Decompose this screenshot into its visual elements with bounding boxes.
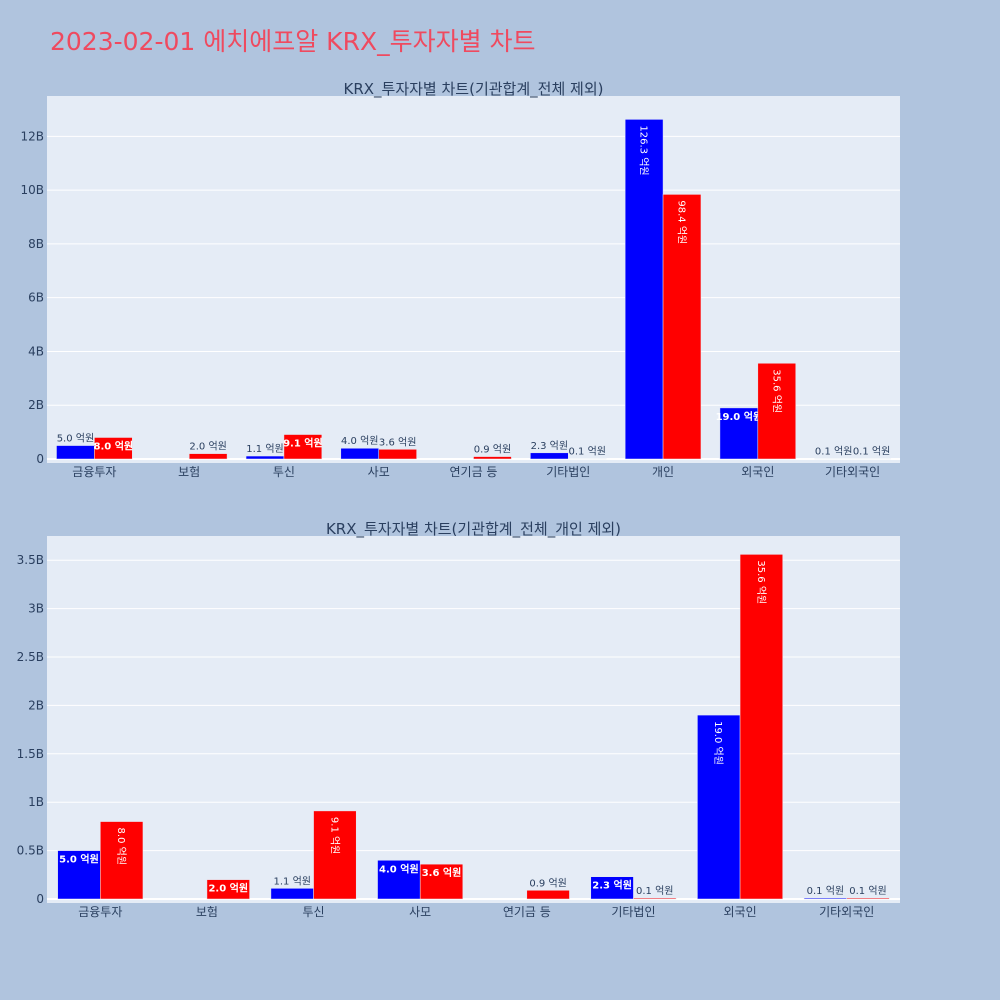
chart-bottom: KRX_투자자별 차트(기관합계_전체_개인 제외) 0 0.5B 1B 1.5B 2B 2…	[17, 520, 900, 919]
y-tick-label: 3.5B	[17, 553, 44, 567]
y-tick-label: 6B	[28, 291, 44, 305]
bar-blue	[624, 119, 664, 460]
bar-value-label: 0.9 억원	[474, 444, 511, 456]
x-tick-label: 개인	[652, 465, 674, 479]
y-tick-label: 2.5B	[17, 650, 44, 664]
bar-red	[419, 863, 464, 900]
bar-blue	[803, 897, 847, 900]
chart-title: KRX_투자자별 차트(기관합계_전체_개인 제외)	[326, 520, 621, 539]
bar-red	[378, 449, 417, 460]
y-tick-label: 0	[36, 452, 44, 466]
bar-red	[313, 810, 357, 900]
bar-value-label: 19.0 억원	[716, 410, 763, 423]
bar-value-label: 2.0 억원	[208, 882, 248, 895]
bar-value-label: 1.1 억원	[246, 443, 283, 455]
x-tick-label: 기타외국인	[825, 465, 880, 479]
bar-value-label: 35.6 억원	[755, 560, 767, 604]
bar-value-label: 0.1 억원	[815, 446, 852, 458]
x-tick-label: 사모	[409, 905, 431, 919]
bar-red	[100, 821, 144, 900]
bar-red	[188, 453, 228, 460]
bar-value-label: 3.6 억원	[422, 866, 462, 879]
bar-value-label: 5.0 억원	[57, 433, 94, 445]
y-tick-label: 10B	[20, 183, 44, 197]
bar-value-label: 4.0 억원	[341, 435, 378, 447]
bar-value-label: 2.3 억원	[592, 879, 632, 892]
bar-value-label: 4.0 억원	[379, 862, 419, 875]
bar-value-label: 9.1 억원	[283, 437, 323, 450]
bar-value-label: 9.1 억원	[328, 817, 340, 854]
x-tick-label: 연기금 등	[450, 465, 498, 479]
x-tick-label: 보험	[178, 465, 200, 479]
y-tick-label: 2B	[28, 698, 44, 712]
x-tick-label: 사모	[368, 465, 390, 479]
bar-red	[757, 363, 796, 460]
x-tick-label: 외국인	[724, 905, 757, 919]
bar-value-label: 5.0 억원	[59, 853, 99, 866]
bar-value-label: 3.6 억원	[379, 436, 416, 448]
y-tick-label: 4B	[28, 344, 44, 358]
bar-blue	[270, 888, 314, 900]
y-tick-label: 8B	[28, 237, 44, 251]
bar-value-label: 8.0 억원	[94, 439, 134, 452]
bar-value-label: 0.1 억원	[636, 885, 673, 897]
bar-red	[633, 897, 677, 900]
bar-red	[206, 879, 250, 900]
bar-value-label: 0.1 억원	[853, 446, 890, 458]
bar-red	[739, 554, 783, 900]
x-tick-label: 보험	[196, 905, 218, 919]
bar-blue	[340, 447, 379, 460]
bar-blue	[719, 407, 759, 460]
x-tick-label: 기타외국인	[819, 905, 874, 919]
chart-title: KRX_투자자별 차트(기관합계_전체 제외)	[344, 80, 604, 99]
x-tick-label: 외국인	[741, 465, 774, 479]
bar-blue	[56, 445, 95, 460]
bar-value-label: 0.1 억원	[807, 885, 844, 897]
chart-top: KRX_투자자별 차트(기관합계_전체 제외) 0 2B 4B 6B 8B 10B 12B 금융…	[20, 80, 900, 479]
bar-value-label: 2.0 억원	[189, 441, 226, 453]
x-tick-label: 연기금 등	[503, 905, 551, 919]
x-tick-label: 기타법인	[611, 905, 655, 919]
y-tick-label: 2B	[28, 398, 44, 412]
bar-blue	[57, 850, 101, 900]
x-tick-label: 투신	[303, 905, 325, 919]
bar-red	[526, 890, 570, 900]
y-tick-label: 1.5B	[17, 747, 44, 761]
bar-red	[662, 194, 702, 460]
bar-value-label: 126.3 억원	[638, 125, 650, 175]
bar-red	[94, 437, 133, 460]
bar-blue	[530, 452, 569, 460]
bar-blue	[590, 876, 634, 900]
x-tick-label: 금융투자	[78, 905, 122, 919]
page-title: 2023-02-01 에치에프알 KRX_투자자별 차트	[50, 27, 536, 56]
y-tick-label: 12B	[20, 129, 44, 143]
bar-value-label: 1.1 억원	[273, 875, 310, 887]
bar-red	[846, 897, 890, 900]
bar-blue	[245, 455, 285, 460]
y-tick-label: 3B	[28, 602, 44, 616]
bar-red	[473, 456, 512, 460]
bar-value-label: 0.1 억원	[568, 446, 605, 458]
bar-blue	[697, 714, 741, 900]
bar-value-label: 0.9 억원	[529, 877, 566, 889]
bar-value-label: 2.3 억원	[531, 440, 568, 452]
y-tick-label: 1B	[28, 795, 44, 809]
bar-value-label: 35.6 억원	[770, 369, 782, 413]
x-tick-label: 투신	[273, 465, 295, 479]
bar-value-label: 19.0 억원	[712, 721, 724, 765]
y-tick-label: 0	[36, 892, 44, 906]
bar-value-label: 8.0 억원	[115, 828, 127, 865]
x-tick-label: 기타법인	[546, 465, 590, 479]
bar-value-label: 98.4 억원	[676, 200, 688, 244]
bar-red	[283, 434, 323, 460]
y-tick-label: 0.5B	[17, 844, 44, 858]
x-tick-label: 금융투자	[72, 465, 116, 479]
bar-value-label: 0.1 억원	[849, 885, 886, 897]
